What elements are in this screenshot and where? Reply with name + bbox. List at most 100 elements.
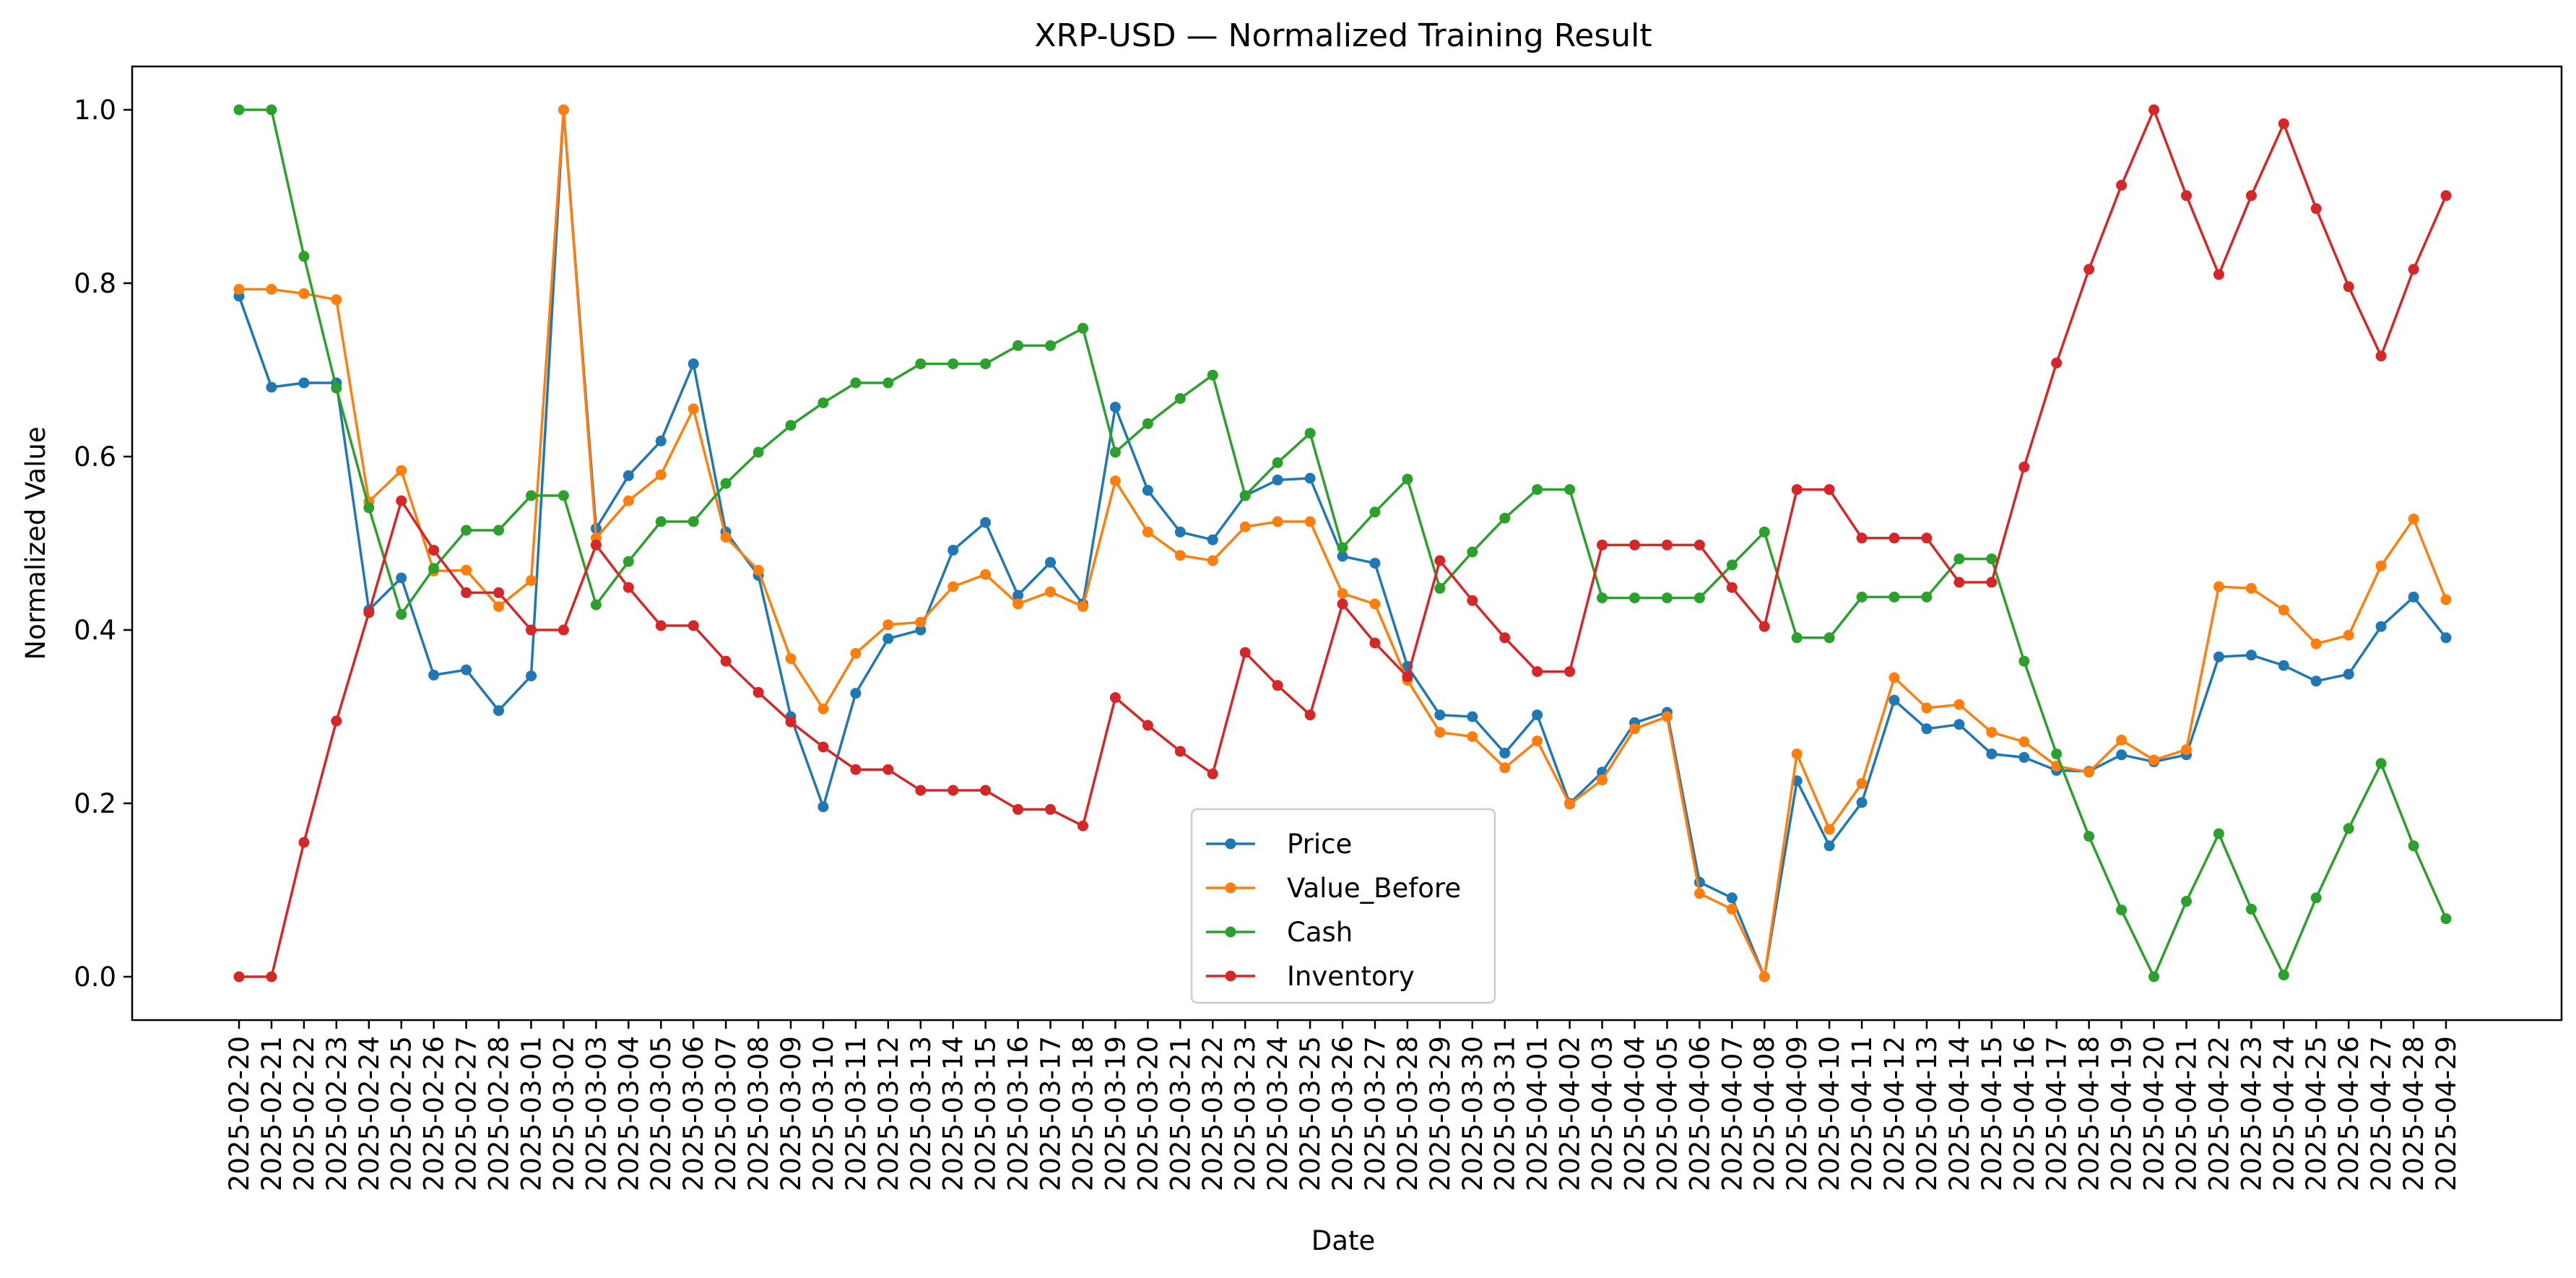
data-point [266,971,277,983]
data-point [493,524,504,536]
data-point [1532,735,1543,747]
data-point [1726,903,1738,915]
data-point [1661,711,1673,722]
x-tick-label: 2025-03-11 [841,1036,872,1191]
data-point [1532,709,1543,721]
data-point [2440,913,2452,925]
data-point [2116,749,2128,761]
data-point [2148,971,2159,983]
data-point [1694,888,1705,899]
data-point [2018,751,2030,763]
data-point [1467,546,1478,558]
data-point [558,104,569,116]
data-point [2408,264,2419,275]
x-tick-label: 2025-02-21 [256,1036,287,1191]
data-point [2343,823,2354,834]
x-tick-label: 2025-03-09 [776,1036,807,1191]
x-tick-label: 2025-03-17 [1036,1036,1067,1191]
data-point [980,569,992,580]
data-point [428,545,440,556]
data-point [2440,594,2452,605]
data-point [947,581,959,592]
x-tick-label: 2025-02-28 [484,1036,515,1191]
data-point [1758,971,1770,983]
data-point [1564,666,1576,678]
data-point [298,288,310,299]
data-point [1629,723,1640,735]
y-tick-label: 0.0 [74,962,116,993]
data-point [1953,577,1965,588]
data-point [2018,655,2030,667]
data-point [785,716,797,727]
x-tick-label: 2025-02-26 [419,1036,450,1191]
data-point [688,403,699,415]
data-point [1207,369,1218,381]
data-point [1207,768,1218,780]
data-point [915,785,927,796]
data-point [2310,675,2322,687]
x-tick-label: 2025-03-20 [1132,1036,1163,1191]
data-point [461,664,472,675]
data-point [1369,558,1381,569]
data-point [1239,647,1251,658]
data-point [1921,591,1933,603]
data-point [1856,777,1868,789]
data-point [2375,758,2387,769]
x-tick-label: 2025-04-15 [1977,1036,2008,1191]
x-tick-label: 2025-03-22 [1197,1036,1228,1191]
legend-label: Value_Before [1287,873,1461,904]
data-point [1953,553,1965,565]
data-point [623,556,634,567]
x-tick-label: 2025-04-21 [2171,1036,2202,1191]
legend-swatch-marker [1225,970,1236,982]
data-point [720,655,732,667]
data-point [1661,592,1673,604]
x-tick-label: 2025-04-07 [1717,1036,1748,1191]
data-point [1174,393,1186,405]
data-point [1758,526,1770,537]
data-point [1239,490,1251,501]
data-point [2213,269,2224,280]
data-point [2181,896,2192,907]
data-point [461,587,472,598]
data-point [558,490,569,501]
data-point [1921,532,1933,544]
data-point [1272,680,1283,691]
x-tick-label: 2025-03-26 [1327,1036,1358,1191]
legend-label: Cash [1287,917,1353,948]
data-point [2343,668,2354,680]
x-tick-label: 2025-04-11 [1847,1036,1878,1191]
data-point [396,572,407,584]
data-point [2083,264,2095,275]
data-point [266,283,277,295]
x-tick-label: 2025-04-17 [2042,1036,2073,1191]
legend-item: Value_Before [1206,873,1461,904]
data-point [2018,461,2030,472]
data-point [1499,632,1511,644]
data-point [1986,577,1998,588]
data-point [2343,629,2354,641]
x-tick-label: 2025-03-19 [1100,1036,1131,1191]
data-point [753,564,764,576]
data-point [2148,754,2159,766]
x-tick-label: 2025-04-05 [1652,1036,1683,1191]
x-tick-label: 2025-03-15 [971,1036,1002,1191]
y-axis-ticks: 0.0 0.2 0.4 0.6 0.8 1.0 [74,95,132,993]
data-point [623,495,634,506]
data-point [2181,190,2192,202]
data-point [331,294,342,306]
data-point [526,575,537,587]
data-point [266,104,277,116]
data-point [980,785,992,796]
data-point [2083,767,2095,778]
x-tick-label: 2025-03-06 [678,1036,709,1191]
x-tick-label: 2025-03-04 [613,1036,644,1191]
data-point [1953,699,1965,710]
data-point [2408,513,2419,524]
x-tick-label: 2025-03-05 [646,1036,677,1191]
x-tick-label: 2025-03-23 [1230,1036,1261,1191]
data-point [915,616,927,628]
data-point [947,545,959,556]
x-tick-label: 2025-03-07 [711,1036,742,1191]
data-point [655,516,667,527]
